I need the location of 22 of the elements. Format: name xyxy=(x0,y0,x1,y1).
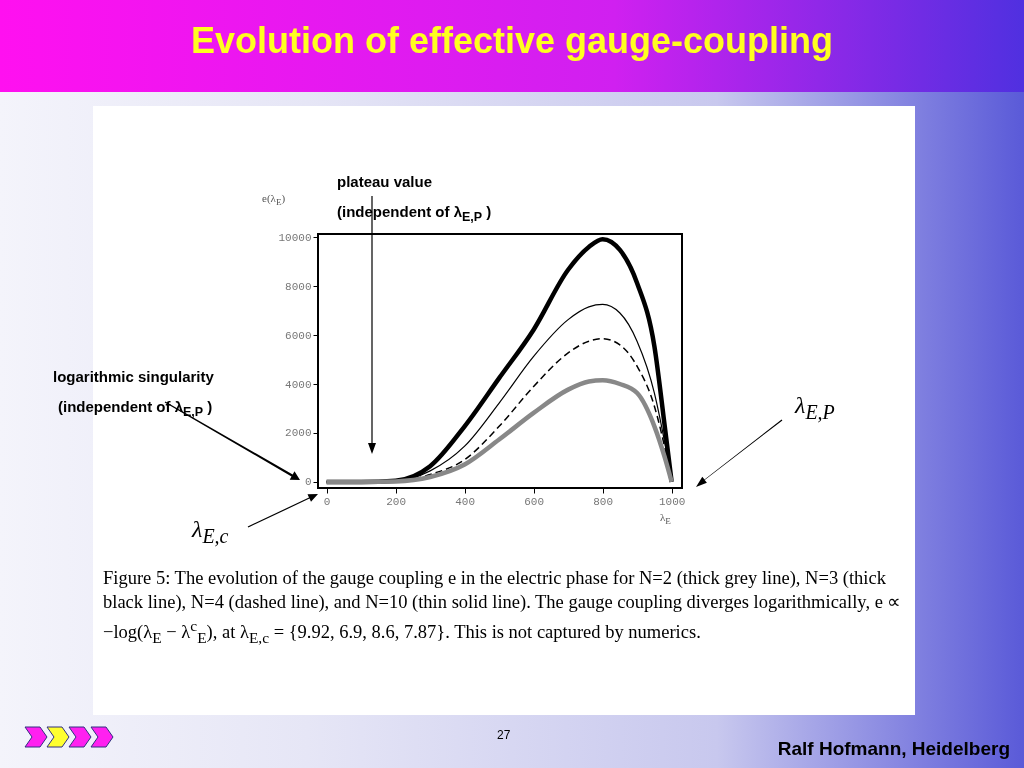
y-tick-label: 4000 xyxy=(285,378,312,391)
y-tick-label: 2000 xyxy=(285,427,312,440)
chart-title: Evolution of effective gauge-coupling xyxy=(190,20,834,62)
text: Figure 5: The evolution of the gauge coupling e in the electric phase for N=2 (thick grey line), N=3 (thick black line), N=4 (dashed line), and N=10 (thin solid line). The gauge coupling diverges logarithmically, e ∝ −log(λ$_{E}$ − λ$^{c}$$_{E}$), at λ$_{E,c}$ = {9.92, 6.9, 8.6, 7.87}. This is not captured by numerics. xyxy=(103,568,902,646)
x-tick-label: 1000 xyxy=(658,495,686,508)
text: Ralf Hofmann, Heidelberg xyxy=(777,738,1010,760)
x-tick-label: 600 xyxy=(524,495,545,508)
text: logarithmic singularity xyxy=(53,368,214,385)
text: 27 xyxy=(497,728,511,742)
x-axis-title: λ$_{E}$ xyxy=(660,511,671,527)
x-tick-label: 800 xyxy=(593,495,614,508)
y-tick-label: 8000 xyxy=(285,280,312,293)
y-axis-title: e(λ$_{E}$) xyxy=(262,192,286,208)
text: plateau value xyxy=(337,173,433,190)
y-tick-label: 0 xyxy=(304,476,312,489)
text: λ$_{E,c}$ xyxy=(192,516,229,548)
y-tick-label: 10000 xyxy=(278,231,312,244)
x-tick-label: 400 xyxy=(455,495,476,508)
x-tick-label: 0 xyxy=(323,495,331,508)
x-tick-label: 200 xyxy=(386,495,407,508)
y-tick-label: 6000 xyxy=(285,329,312,342)
text: λ$_{E,P}$ xyxy=(795,392,835,424)
